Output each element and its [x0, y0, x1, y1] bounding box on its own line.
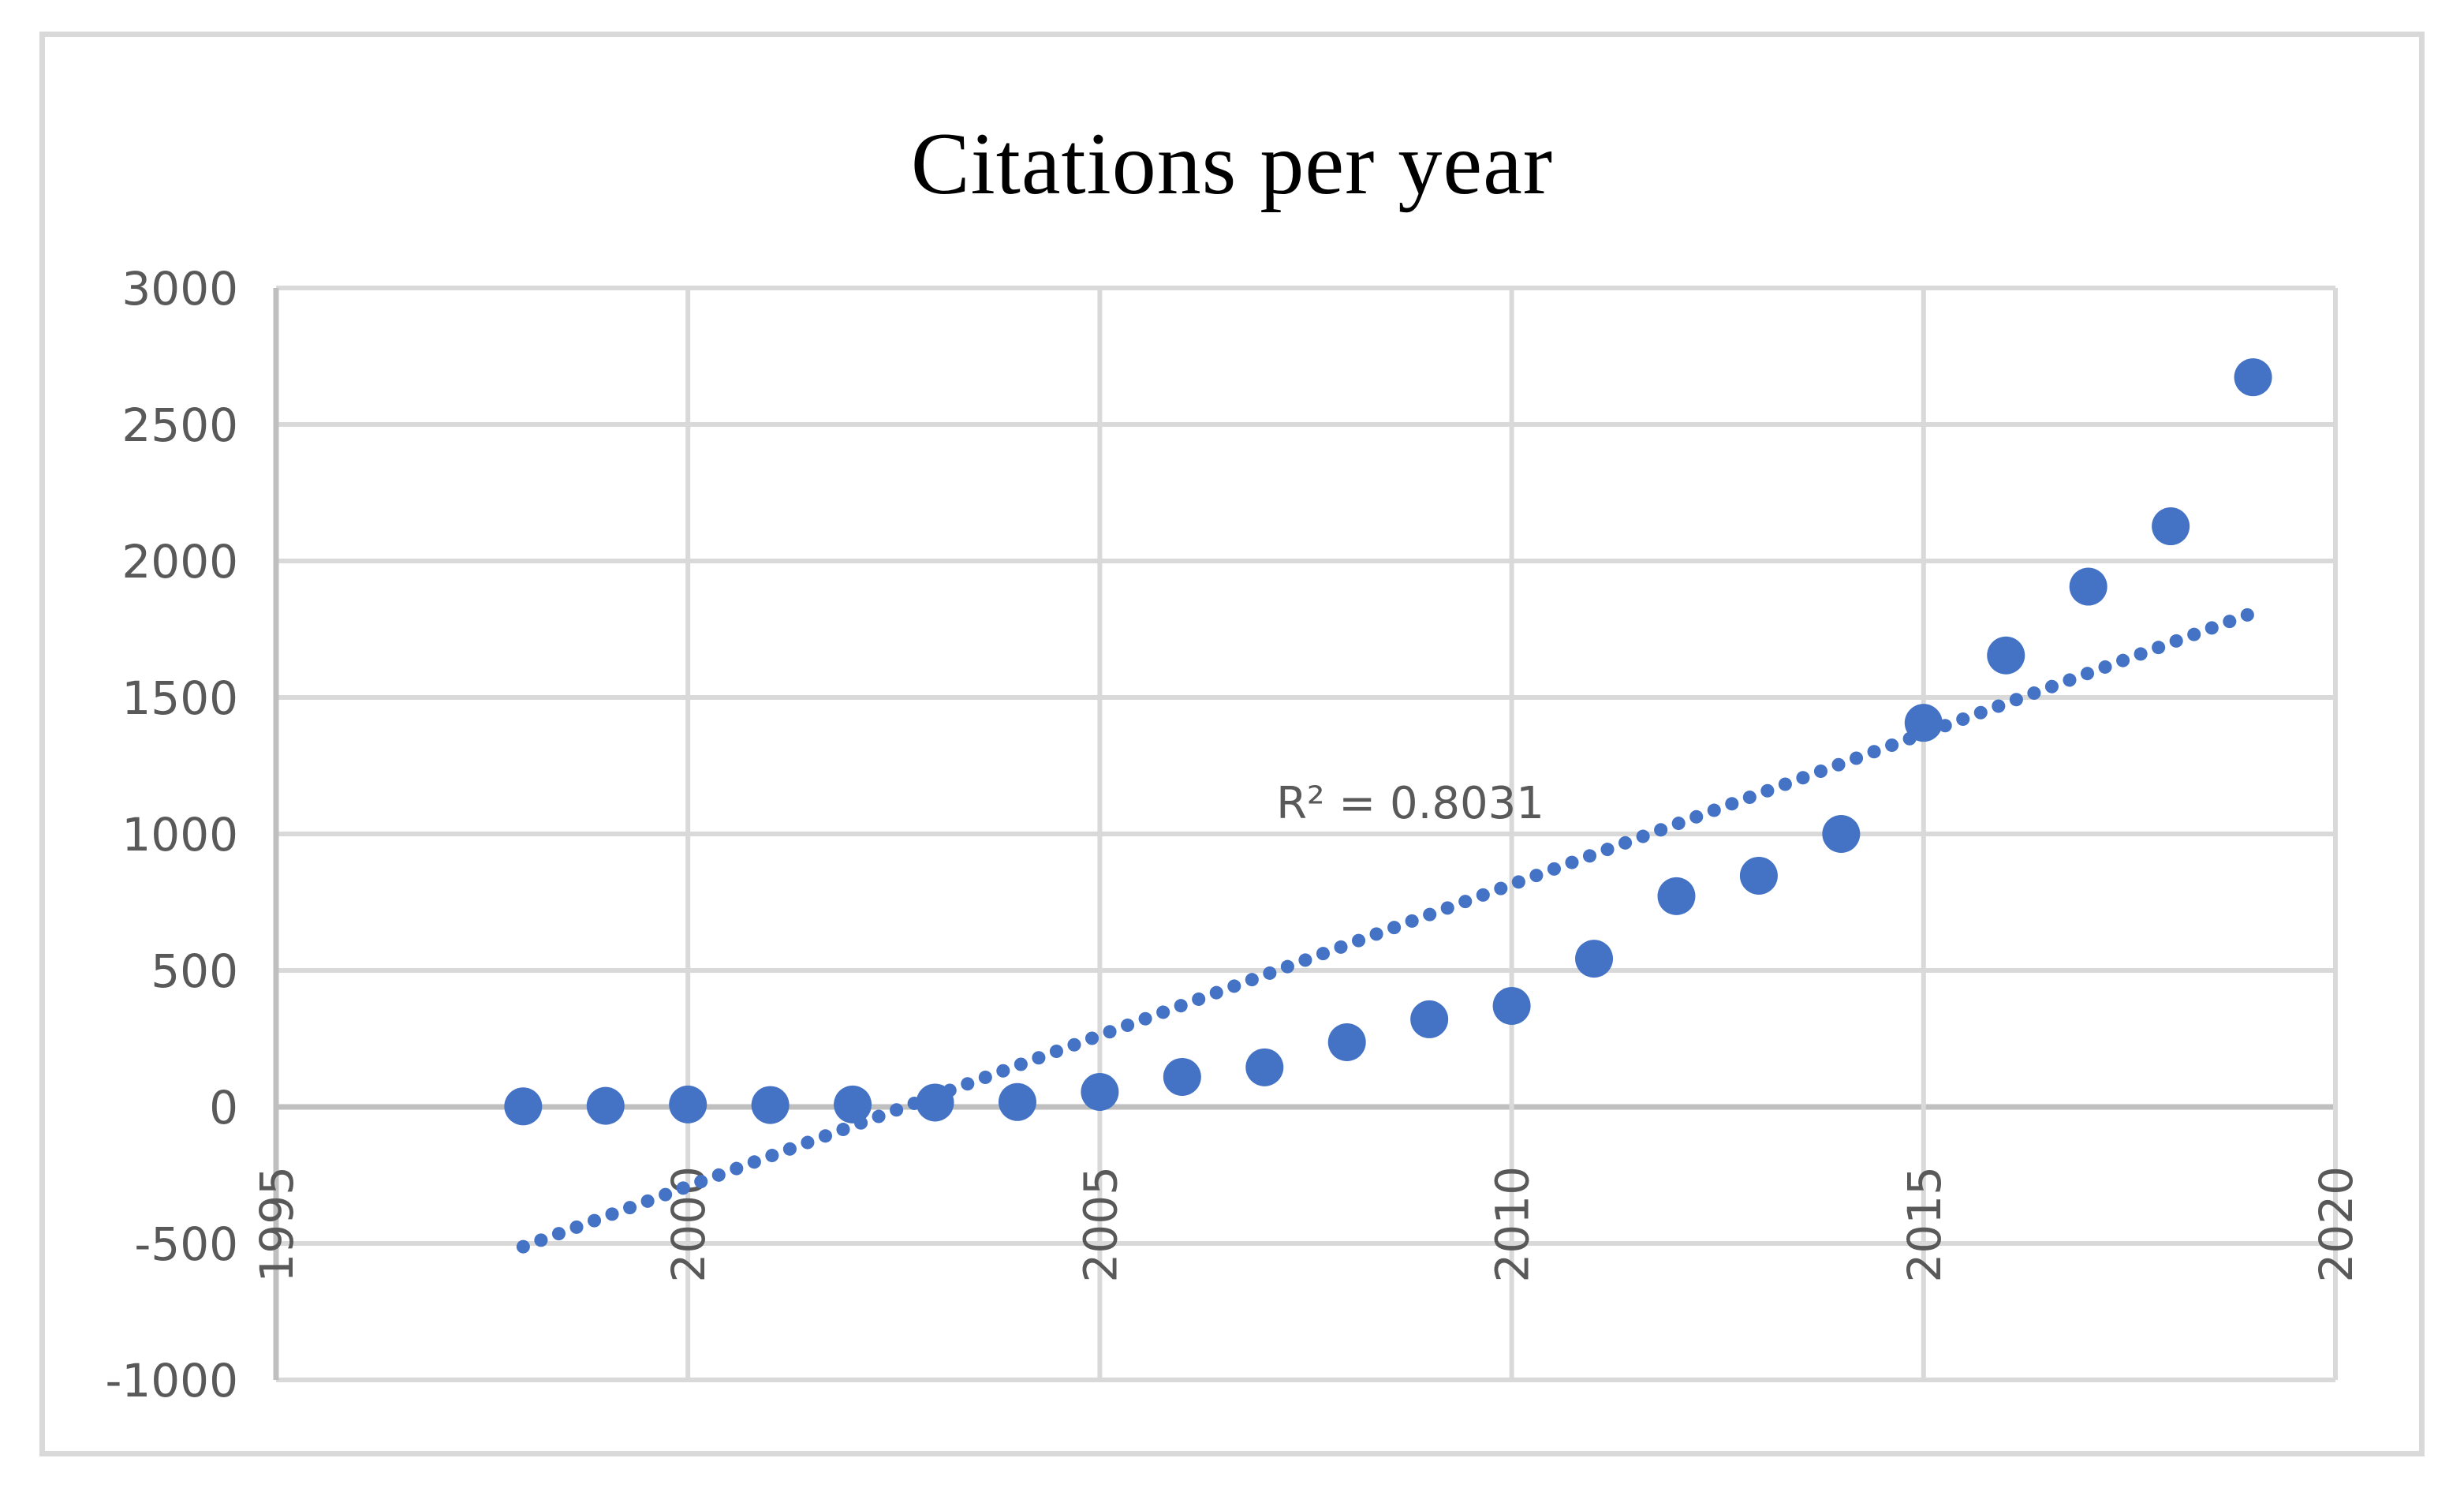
- y-tick-label-2500: 2500: [121, 398, 238, 452]
- data-point-2001: [751, 1086, 790, 1124]
- x-tick-label-2005: 2005: [1073, 1166, 1127, 1283]
- y-tick-label-3000: 3000: [121, 262, 238, 316]
- data-point-2012: [1657, 877, 1696, 915]
- data-point-2002: [834, 1085, 872, 1123]
- data-point-2018: [2152, 507, 2190, 546]
- data-point-2005: [1081, 1072, 1119, 1111]
- data-point-2019: [2234, 358, 2272, 397]
- data-point-2000: [669, 1085, 707, 1123]
- data-point-2008: [1327, 1023, 1366, 1061]
- data-point-2013: [1739, 856, 1778, 895]
- data-point-2017: [2069, 567, 2107, 606]
- y-tick-label--1000: -1000: [105, 1354, 238, 1408]
- x-tick-label-2010: 2010: [1486, 1166, 1540, 1283]
- chart-title: Citations per year: [910, 115, 1554, 213]
- data-point-2004: [998, 1082, 1036, 1121]
- data-point-1999: [586, 1086, 625, 1125]
- data-point-1998: [504, 1087, 543, 1126]
- x-tick-label-1995: 1995: [250, 1166, 304, 1283]
- x-tick-label-2020: 2020: [2309, 1166, 2363, 1283]
- y-tick-label-1000: 1000: [121, 808, 238, 862]
- y-tick-label-1500: 1500: [121, 671, 238, 725]
- y-tick-label-500: 500: [151, 944, 238, 998]
- data-point-2014: [1822, 815, 1861, 853]
- data-point-2009: [1410, 1000, 1449, 1038]
- r-squared-annotation: R² = 0.8031: [1276, 778, 1544, 829]
- x-tick-label-2000: 2000: [662, 1166, 715, 1283]
- data-point-2003: [916, 1083, 954, 1122]
- y-tick-label--500: -500: [134, 1217, 238, 1271]
- data-point-2006: [1163, 1057, 1201, 1096]
- data-point-2011: [1575, 940, 1614, 978]
- y-tick-label-0: 0: [209, 1081, 238, 1135]
- data-point-2015: [1904, 704, 1943, 742]
- trendline: [516, 606, 2261, 1254]
- data-point-2007: [1245, 1048, 1284, 1086]
- y-tick-label-2000: 2000: [121, 535, 238, 589]
- x-tick-label-2015: 2015: [1898, 1166, 1951, 1283]
- data-point-2010: [1492, 986, 1531, 1025]
- data-point-2016: [1987, 636, 2025, 675]
